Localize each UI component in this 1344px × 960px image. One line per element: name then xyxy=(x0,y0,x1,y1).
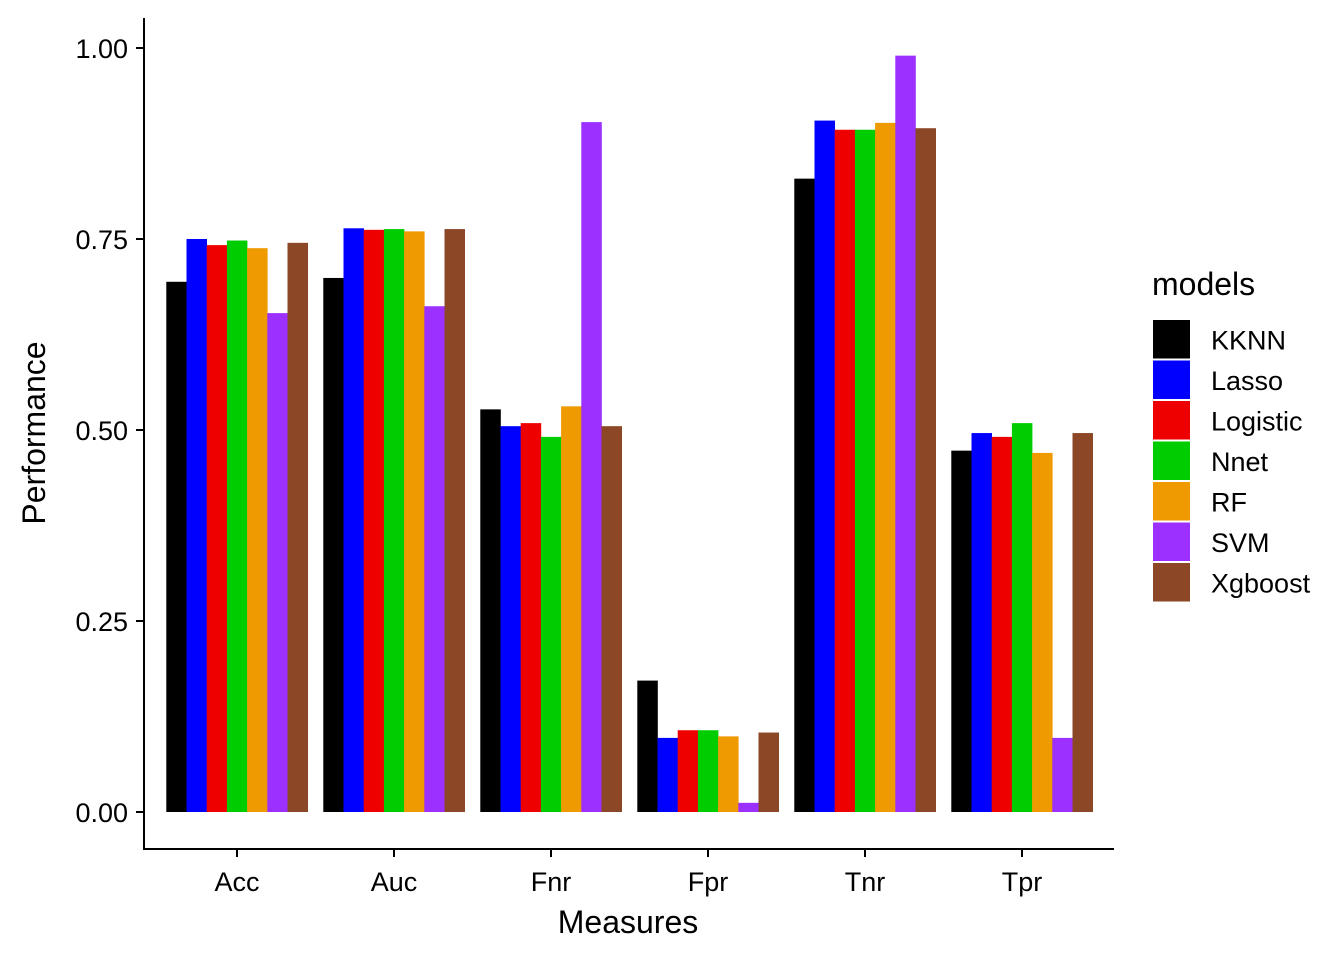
bar-auc-rf xyxy=(404,231,425,813)
axes-layer xyxy=(143,18,1114,850)
legend-key-lasso xyxy=(1153,360,1190,399)
legend-key-xgboost xyxy=(1153,563,1190,602)
bar-fpr-kknn xyxy=(637,680,658,812)
legend-label-rf: RF xyxy=(1211,487,1247,517)
legend-key-logistic xyxy=(1153,401,1190,440)
bar-tnr-logistic xyxy=(834,129,856,812)
bar-tpr-lasso xyxy=(971,433,992,812)
bar-auc-xgboost xyxy=(444,229,465,812)
x-tick-label: Tpr xyxy=(1002,867,1043,897)
y-ticks: 0.00 0.25 0.50 0.75 1.00 xyxy=(75,34,144,828)
x-ticks: Acc Auc Fnr Fpr Tnr Tpr xyxy=(214,849,1042,897)
bar-tpr-kknn xyxy=(951,450,972,812)
bar-acc-xgboost xyxy=(287,242,308,812)
bar-fnr-kknn xyxy=(480,409,501,812)
x-axis-title: Measures xyxy=(558,904,699,940)
bar-acc-kknn xyxy=(166,281,187,812)
bar-auc-kknn xyxy=(323,277,344,813)
y-tick-label: 0.75 xyxy=(75,225,128,255)
bar-fnr-svm xyxy=(581,122,602,813)
legend-label-logistic: Logistic xyxy=(1211,406,1303,436)
bar-fnr-nnet xyxy=(540,436,562,812)
legend-key-svm xyxy=(1153,522,1190,561)
bar-fnr-rf xyxy=(561,406,582,812)
bar-fpr-lasso xyxy=(657,737,678,812)
legend-key-nnet xyxy=(1153,441,1190,480)
legend-label-lasso: Lasso xyxy=(1211,366,1283,396)
legend-label-kknn: KKNN xyxy=(1211,325,1286,355)
y-tick-label: 0.25 xyxy=(75,607,128,637)
bar-fnr-lasso xyxy=(500,426,521,812)
bar-fpr-svm xyxy=(738,802,759,812)
bar-auc-svm xyxy=(424,306,445,812)
bar-acc-logistic xyxy=(206,245,228,813)
bar-fpr-logistic xyxy=(677,730,699,812)
bar-auc-nnet xyxy=(383,229,405,812)
bar-fnr-logistic xyxy=(520,423,542,812)
bar-tnr-kknn xyxy=(794,178,815,812)
x-tick-label: Acc xyxy=(214,867,259,897)
bar-acc-rf xyxy=(247,248,268,813)
x-tick-label: Fnr xyxy=(531,867,572,897)
legend-label-svm: SVM xyxy=(1211,528,1270,558)
bar-acc-svm xyxy=(267,313,288,812)
bar-fpr-rf xyxy=(718,736,739,812)
bar-tpr-nnet xyxy=(1011,423,1033,812)
bar-tpr-rf xyxy=(1032,452,1053,812)
bars-layer xyxy=(166,55,1093,813)
bar-fnr-xgboost xyxy=(601,426,622,812)
legend-key-rf xyxy=(1153,482,1190,521)
bar-tnr-rf xyxy=(875,122,896,813)
bar-fpr-xgboost xyxy=(758,732,779,812)
x-tick-label: Tnr xyxy=(845,867,886,897)
legend-title: models xyxy=(1152,266,1255,302)
y-tick-label: 0.50 xyxy=(75,416,128,446)
x-tick-label: Fpr xyxy=(688,867,729,897)
x-tick-label: Auc xyxy=(371,867,418,897)
bar-acc-nnet xyxy=(226,240,248,812)
bar-tpr-logistic xyxy=(991,436,1013,812)
y-tick-label: 1.00 xyxy=(75,34,128,64)
y-tick-label: 0.00 xyxy=(75,798,128,828)
bar-tpr-xgboost xyxy=(1072,433,1093,812)
legend-key-kknn xyxy=(1153,320,1190,359)
bar-tpr-svm xyxy=(1052,737,1073,812)
legend-label-nnet: Nnet xyxy=(1211,447,1269,477)
y-axis-title: Performance xyxy=(16,341,52,524)
bar-acc-lasso xyxy=(186,239,207,812)
legend: models KKNN Lasso Logistic Nnet RF SVM Xgboost xyxy=(1152,266,1311,602)
bar-auc-logistic xyxy=(363,229,385,812)
bar-tnr-svm xyxy=(895,55,916,812)
bar-fpr-nnet xyxy=(697,730,719,812)
bar-auc-lasso xyxy=(343,228,364,813)
bar-tnr-xgboost xyxy=(915,128,936,813)
bar-tnr-lasso xyxy=(814,120,835,812)
bar-tnr-nnet xyxy=(854,129,876,812)
legend-label-xgboost: Xgboost xyxy=(1211,568,1311,598)
